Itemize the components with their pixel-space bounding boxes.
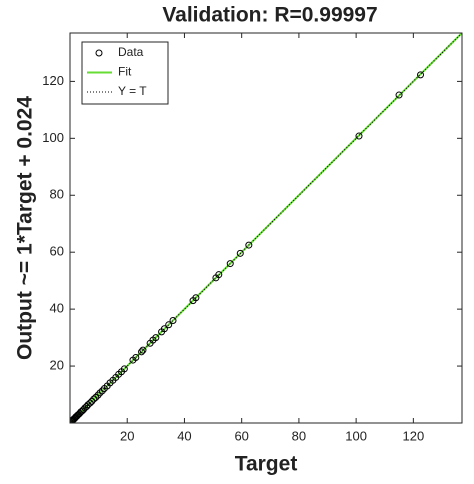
axes-box xyxy=(69,32,463,424)
data-point xyxy=(76,409,84,417)
data-point xyxy=(236,249,244,257)
data-point xyxy=(215,271,223,279)
chart-title: Validation: R=0.99997 xyxy=(162,4,377,27)
legend-label: Y = T xyxy=(118,84,147,98)
data-point xyxy=(226,260,234,268)
data-point xyxy=(152,334,160,342)
y-axis-label: Output ~= 1*Target + 0.024 xyxy=(14,96,37,360)
data-point xyxy=(395,91,403,99)
y-tick-label: 100 xyxy=(42,130,64,145)
data-point xyxy=(417,71,425,79)
data-point xyxy=(94,391,102,399)
data-point xyxy=(98,387,106,395)
plot-area xyxy=(70,33,462,423)
y-tick-label: 20 xyxy=(50,358,64,373)
data-point xyxy=(86,399,94,407)
x-tick-label: 80 xyxy=(292,428,306,443)
data-point xyxy=(88,397,96,405)
data-point xyxy=(192,294,200,302)
legend-label: Fit xyxy=(118,65,132,79)
data-point xyxy=(160,325,168,333)
data-point xyxy=(90,395,98,403)
data-point xyxy=(169,317,177,325)
data-point xyxy=(138,348,146,356)
legend-label: Data xyxy=(118,45,144,59)
y-tick-label: 80 xyxy=(50,187,64,202)
data-point xyxy=(165,321,173,329)
data-point xyxy=(355,132,363,140)
data-point xyxy=(132,354,140,362)
data-point xyxy=(96,389,104,397)
y-tick-label: 40 xyxy=(50,301,64,316)
x-tick-label: 20 xyxy=(120,428,134,443)
data-point xyxy=(120,365,128,373)
data-point xyxy=(92,393,100,401)
series-line xyxy=(70,33,462,423)
y-tick-label: 60 xyxy=(50,244,64,259)
x-axis-label: Target xyxy=(235,453,298,476)
x-tick-label: 60 xyxy=(234,428,248,443)
x-tick-label: 40 xyxy=(177,428,191,443)
y-tick-label: 120 xyxy=(42,73,64,88)
data-point xyxy=(139,346,147,354)
x-tick-label: 100 xyxy=(345,428,367,443)
legend-marker xyxy=(95,49,103,57)
data-point xyxy=(245,241,253,249)
x-tick-label: 120 xyxy=(403,428,425,443)
